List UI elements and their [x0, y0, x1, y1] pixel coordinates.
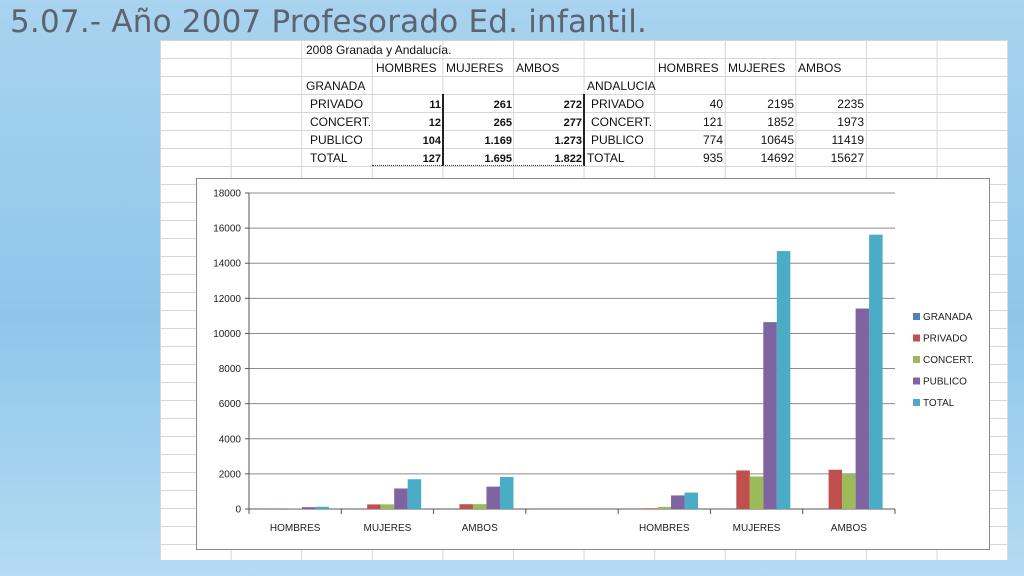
bar: [671, 495, 685, 509]
table-cell: 2195: [767, 97, 794, 111]
y-tick-label: 4000: [219, 434, 242, 445]
table-cell: 14692: [760, 151, 794, 165]
section-granada: GRANADA: [306, 79, 366, 93]
row-label: TOTAL: [310, 151, 348, 165]
bar: [486, 486, 500, 509]
legend-swatch: [913, 356, 920, 363]
y-tick-label: 14000: [213, 259, 241, 270]
x-tick-label: HOMBRES: [639, 523, 690, 534]
table-cell: 11419: [831, 133, 864, 147]
table-border: [372, 165, 584, 166]
table-cell: 1852: [767, 115, 794, 129]
table-cell: 272: [563, 99, 582, 111]
x-tick-label: MUJERES: [733, 523, 781, 534]
y-tick-label: 2000: [219, 469, 242, 480]
section-andalucia: ANDALUCIA: [587, 79, 656, 93]
bar: [472, 504, 487, 509]
bar: [407, 479, 422, 509]
bar: [657, 506, 672, 509]
table-cell: 1.169: [484, 135, 512, 147]
x-tick-label: HOMBRES: [270, 523, 321, 534]
table-cell: 40: [709, 97, 723, 111]
row-label: PRIVADO: [310, 97, 364, 111]
table-cell: 1973: [837, 115, 864, 129]
table-caption: 2008 Granada y Andalucía.: [306, 43, 452, 57]
header-right-ambos: AMBOS: [798, 61, 842, 75]
bar: [869, 234, 883, 509]
table-border: [583, 94, 585, 166]
legend-label: PRIVADO: [923, 334, 967, 345]
table-cell: 104: [422, 135, 441, 147]
table-cell: 1.822: [554, 153, 582, 165]
y-tick-label: 6000: [219, 399, 242, 410]
table-cell: 127: [422, 153, 441, 165]
y-tick-label: 10000: [213, 329, 241, 340]
header-right-hombres: HOMBRES: [658, 61, 719, 75]
legend-label: CONCERT.: [923, 355, 974, 366]
legend-label: GRANADA: [923, 312, 973, 323]
bar: [315, 506, 329, 509]
bar: [684, 492, 699, 509]
bar: [763, 322, 777, 509]
legend-swatch: [913, 334, 920, 342]
y-tick-label: 8000: [219, 364, 242, 375]
y-tick-label: 12000: [213, 294, 241, 305]
bar: [842, 474, 856, 509]
table-cell: 774: [702, 133, 723, 147]
row-label: PUBLICO: [591, 133, 644, 147]
legend-swatch: [913, 313, 920, 320]
table-border: [442, 94, 444, 166]
legend-swatch: [913, 399, 920, 406]
legend-swatch: [913, 377, 920, 385]
bar: [828, 469, 843, 509]
legend-label: PUBLICO: [923, 377, 967, 388]
table-cell: 277: [563, 117, 582, 129]
row-label: PRIVADO: [591, 97, 645, 111]
bar: [301, 507, 316, 509]
row-label: TOTAL: [587, 151, 625, 165]
bar: [749, 476, 764, 509]
table-cell: 265: [493, 117, 512, 129]
table-cell: 2235: [837, 97, 864, 111]
bar-chart: 0 2000 4000 6000 8000 10000 12000 14000 16000 180…: [196, 178, 990, 550]
bar: [499, 477, 514, 509]
y-tick-label: 18000: [213, 189, 241, 200]
bar: [644, 508, 658, 509]
legend-label: TOTAL: [923, 398, 955, 409]
table-cell: 1.695: [484, 153, 512, 165]
table-cell: 10645: [760, 133, 794, 147]
x-tick-label: MUJERES: [364, 523, 412, 534]
x-tick-label: AMBOS: [831, 523, 867, 534]
table-cell: 12: [428, 117, 441, 129]
table-cell: 11: [429, 99, 441, 111]
header-right-mujeres: MUJERES: [728, 61, 786, 75]
bar: [380, 504, 395, 509]
table-cell: 261: [493, 99, 512, 111]
bar: [459, 504, 473, 509]
bar: [736, 470, 750, 509]
table-cell: 935: [702, 151, 723, 165]
table-cell: 1.273: [554, 135, 582, 147]
header-left-hombres: HOMBRES: [376, 61, 437, 75]
slide-title: 5.07.- Año 2007 Profesorado Ed. infantil…: [10, 4, 648, 40]
row-label: PUBLICO: [310, 133, 363, 147]
chart-canvas: 0 2000 4000 6000 8000 10000 12000 14000 16000 180…: [213, 189, 974, 535]
row-label: CONCERT.: [591, 115, 653, 129]
bar: [855, 308, 870, 509]
x-tick-label: AMBOS: [462, 523, 498, 534]
table-cell: 121: [702, 115, 723, 129]
header-left-mujeres: MUJERES: [446, 61, 504, 75]
bar: [394, 488, 408, 509]
y-tick-label: 0: [235, 505, 241, 516]
table-cell: 15627: [830, 151, 864, 165]
bar: [776, 251, 791, 509]
y-tick-label: 16000: [213, 224, 241, 235]
header-left-ambos: AMBOS: [516, 61, 560, 75]
row-label: CONCERT.: [310, 115, 372, 129]
bar: [367, 504, 381, 509]
